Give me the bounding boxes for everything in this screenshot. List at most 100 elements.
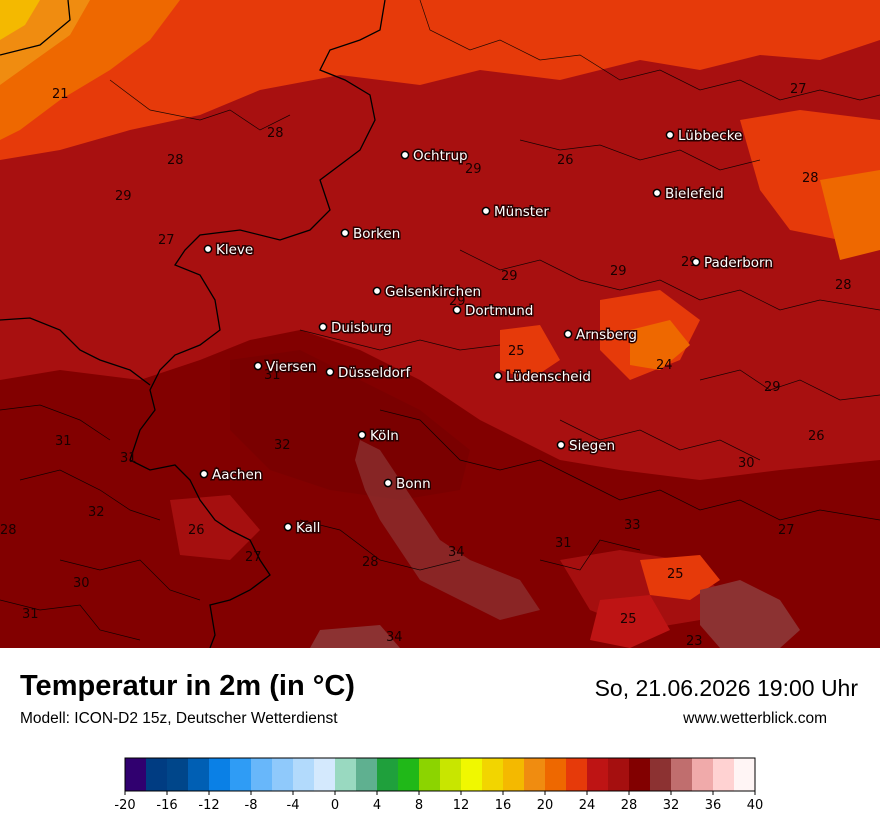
city-lüdenscheid[interactable]: Lüdenscheid [493,368,592,387]
city-dortmund[interactable]: Dortmund [452,302,535,321]
city-münster[interactable]: Münster [481,203,551,222]
temperature-value: 25 [620,612,637,627]
city-dot [372,286,382,296]
city-dot [283,522,293,532]
temperature-value: 26 [808,429,825,444]
scale-cell [293,758,315,791]
temperature-value: 31 [22,607,39,622]
temperature-value: 31 [555,536,572,551]
city-dot [318,322,328,332]
scale-tick-label: 20 [537,798,554,813]
city-dot [481,206,491,216]
scale-cell [650,758,672,791]
city-bielefeld[interactable]: Bielefeld [652,185,725,204]
city-markers[interactable]: Lübbecke Ochtrup Bielefeld Münster Borken Kle… [199,127,774,538]
city-ochtrup[interactable]: Ochtrup [400,147,469,166]
city-label: Kall [296,520,320,536]
city-label: Siegen [569,438,615,454]
city-label: Bielefeld [665,186,724,202]
temperature-value: 28 [802,171,819,186]
temperature-value: 27 [245,550,262,565]
map-title: Temperatur in 2m (in °C) [20,670,355,702]
temperature-value: 32 [88,505,105,520]
city-label: Aachen [212,467,262,483]
temperature-value: 29 [465,162,482,177]
scale-tick-label: 28 [621,798,638,813]
city-dot [665,130,675,140]
scale-cell [251,758,273,791]
city-viersen[interactable]: Viersen [253,358,318,377]
city-siegen[interactable]: Siegen [556,437,617,456]
scale-tick-label: 8 [415,798,423,813]
temperature-value: 30 [738,456,755,471]
city-bonn[interactable]: Bonn [383,475,432,494]
city-kleve[interactable]: Kleve [203,241,255,260]
temperature-field [0,0,880,648]
city-dot [203,244,213,254]
scale-tick-label: -16 [156,798,177,813]
temperature-value: 28 [835,278,852,293]
city-paderborn[interactable]: Paderborn [691,254,774,273]
temperature-value: 31 [55,434,72,449]
temperature-value: 28 [0,523,17,538]
website-link[interactable]: www.wetterblick.com [683,710,827,727]
city-label: Duisburg [331,320,392,336]
temperature-map[interactable]: 21 27 28 28 26 29 28 29 27 29 29 29 29 28 25 24 31 29 32 31… [0,0,880,648]
scale-cell [482,758,504,791]
temperature-value: 23 [686,634,703,648]
city-borken[interactable]: Borken [340,225,402,244]
scale-cell [461,758,483,791]
scale-tick-label: -12 [198,798,219,813]
city-dot [400,150,410,160]
city-duisburg[interactable]: Duisburg [318,319,393,338]
temperature-value: 26 [188,523,205,538]
temperature-value: 25 [508,344,525,359]
scale-tick-label: 32 [663,798,680,813]
scale-cell [335,758,357,791]
city-gelsenkirchen[interactable]: Gelsenkirchen [372,283,483,302]
city-köln[interactable]: Köln [357,427,400,446]
footer: Temperatur in 2m (in °C) Modell: ICON-D2… [0,648,880,830]
city-dot [340,228,350,238]
temperature-value: 27 [158,233,175,248]
city-lübbecke[interactable]: Lübbecke [665,127,744,146]
temperature-value: 34 [448,545,465,560]
temperature-value: 31 [264,368,281,383]
scale-cell [146,758,168,791]
color-scale-legend: -20 -16 -12 -8 -4 0 4 8 12 16 20 24 28 32 36 40 [114,757,763,813]
temperature-value: 21 [52,87,69,102]
temperature-value: 26 [557,153,574,168]
city-dot [452,305,462,315]
scale-tick-label: 0 [331,798,339,813]
temperature-value: 27 [778,523,795,538]
temperature-value: 31 [120,451,137,466]
temperature-value: 25 [667,567,684,582]
temperature-value: 29 [449,294,466,309]
district-lines [0,0,880,641]
forecast-datetime: So, 21.06.2026 19:00 Uhr [594,675,858,701]
scale-cell [272,758,294,791]
city-düsseldorf[interactable]: Düsseldorf [325,364,413,383]
scale-cell [314,758,336,791]
scale-cell [230,758,252,791]
city-label: Ochtrup [413,148,468,164]
city-arnsberg[interactable]: Arnsberg [563,326,638,345]
city-dot [357,430,367,440]
scale-cell [125,758,147,791]
city-label: Lüdenscheid [506,369,591,385]
scale-cell [608,758,630,791]
city-aachen[interactable]: Aachen [199,466,264,485]
scale-cell [545,758,567,791]
city-kall[interactable]: Kall [283,519,322,538]
temperature-value: 28 [267,126,284,141]
temperature-value: 29 [610,264,627,279]
temperature-value: 29 [115,189,132,204]
temperature-value: 29 [501,269,518,284]
city-dot [199,469,209,479]
city-dot [556,440,566,450]
scale-cell [167,758,189,791]
scale-cell [587,758,609,791]
scale-cell [377,758,399,791]
temperature-value: 27 [790,82,807,97]
city-dot [691,257,701,267]
